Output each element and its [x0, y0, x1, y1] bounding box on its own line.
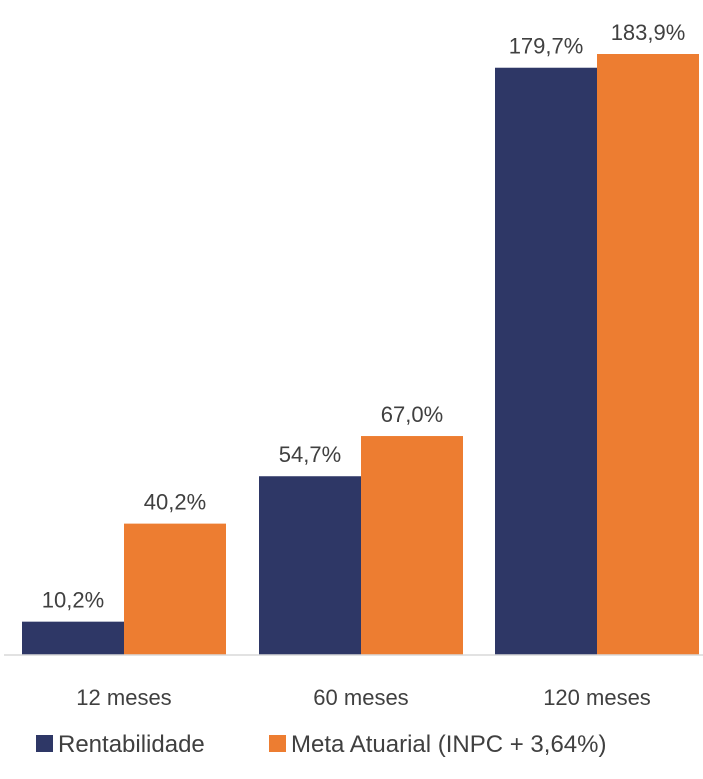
legend: Rentabilidade Meta Atuarial (INPC + 3,64%… [36, 731, 606, 758]
data-label-rentabilidade-1: 54,7% [279, 442, 341, 467]
legend-swatch-0 [36, 735, 53, 752]
data-label-meta-atuarial-0: 40,2% [144, 490, 206, 515]
x-tick-label-2: 120 meses [543, 685, 651, 710]
bars-layer [22, 54, 699, 655]
bar-meta-atuarial-1 [361, 436, 463, 655]
legend-swatch-1 [269, 735, 286, 752]
data-labels-layer: 10,2% 40,2% 54,7% 67,0% 179,7% 183,9% [42, 20, 686, 613]
data-label-meta-atuarial-2: 183,9% [611, 20, 686, 45]
data-label-rentabilidade-2: 179,7% [509, 34, 584, 59]
data-label-meta-atuarial-1: 67,0% [381, 402, 443, 427]
bar-rentabilidade-0 [22, 621, 124, 655]
legend-label-0: Rentabilidade [58, 731, 205, 758]
x-tick-label-0: 12 meses [76, 685, 171, 710]
data-label-rentabilidade-0: 10,2% [42, 588, 104, 613]
bar-meta-atuarial-0 [124, 523, 226, 655]
bar-meta-atuarial-2 [597, 54, 699, 655]
x-tick-label-1: 60 meses [313, 685, 408, 710]
legend-label-1: Meta Atuarial (INPC + 3,64%) [291, 731, 606, 758]
bar-rentabilidade-2 [495, 67, 597, 655]
x-axis-ticks-layer: 12 meses 60 meses 120 meses [76, 685, 651, 710]
bar-rentabilidade-1 [259, 476, 361, 655]
